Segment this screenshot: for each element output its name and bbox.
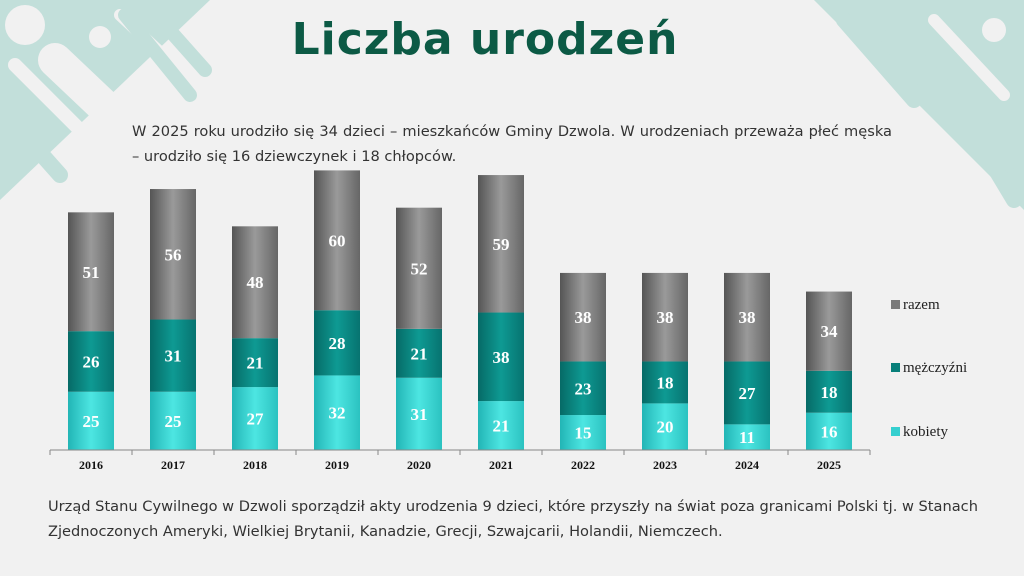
data-label: 28: [329, 334, 346, 353]
data-label: 20: [657, 418, 674, 437]
x-tick-label: 2017: [161, 458, 185, 472]
bar-mężczyźni-2019: [314, 310, 360, 376]
x-tick-label: 2018: [243, 458, 267, 472]
bar-kobiety-2021: [478, 401, 524, 450]
footer-text: Urząd Stanu Cywilnego w Dzwoli sporządzi…: [48, 498, 978, 540]
decoration-top-right: [814, 0, 1024, 210]
bar-razem-2017: [150, 189, 196, 320]
legend-swatch-razem: [891, 300, 900, 309]
bar-mężczyźni-2020: [396, 328, 442, 378]
bar-kobiety-2020: [396, 377, 442, 450]
bar-mężczyźni-2025: [806, 370, 852, 413]
data-label: 48: [247, 273, 264, 292]
data-label: 25: [83, 412, 100, 431]
bar-razem-2025: [806, 291, 852, 371]
bar-kobiety-2017: [150, 391, 196, 450]
bar-mężczyźni-2018: [232, 338, 278, 388]
data-label: 21: [411, 344, 428, 363]
data-label: 21: [493, 417, 510, 436]
x-tick-label: 2024: [735, 458, 759, 472]
bar-mężczyźni-2016: [68, 331, 114, 392]
stacked-bar-chart: 25 26 51 25 31 56 27 21 48 32 28 60 31 21 52 21 38 59 15 23…: [49, 170, 967, 472]
decoration-top-left: [0, 0, 212, 200]
legend-label: mężczyźni: [903, 360, 967, 376]
data-label: 38: [575, 308, 592, 327]
bar-razem-2016: [68, 212, 114, 332]
bar-kobiety-2016: [68, 391, 114, 450]
bar-razem-2024: [724, 272, 770, 362]
bar-kobiety-2019: [314, 375, 360, 450]
bar-kobiety-2024: [724, 424, 770, 450]
data-label: 26: [83, 352, 100, 371]
x-tick-label: 2021: [489, 458, 513, 472]
data-label: 23: [575, 379, 592, 398]
data-label: 21: [247, 354, 264, 373]
bar-mężczyźni-2021: [478, 312, 524, 402]
data-label: 51: [83, 263, 100, 282]
bar-razem-2023: [642, 272, 688, 362]
data-label: 38: [493, 348, 510, 367]
bar-mężczyźni-2024: [724, 361, 770, 425]
page-title: Liczba urodzeń: [291, 14, 679, 65]
data-label: 27: [739, 384, 757, 403]
bar-kobiety-2022: [560, 415, 606, 450]
bar-kobiety-2025: [806, 412, 852, 450]
intro-text: W 2025 roku urodziło się 34 dzieci – mie…: [132, 123, 892, 165]
bar-razem-2020: [396, 207, 442, 329]
data-label: 25: [165, 412, 182, 431]
bar-razem-2022: [560, 272, 606, 362]
x-tick-label: 2025: [817, 458, 841, 472]
x-tick-label: 2022: [571, 458, 595, 472]
data-label: 31: [165, 347, 182, 366]
data-label: 34: [821, 322, 839, 341]
data-label: 16: [821, 422, 838, 441]
data-label: 60: [329, 231, 346, 250]
bar-mężczyźni-2022: [560, 361, 606, 416]
legend-label: kobiety: [903, 424, 948, 440]
bar-kobiety-2023: [642, 403, 688, 450]
x-tick-label: 2019: [325, 458, 349, 472]
data-label: 32: [329, 404, 346, 423]
data-label: 38: [739, 308, 756, 327]
data-label: 38: [657, 308, 674, 327]
data-label: 18: [821, 383, 838, 402]
data-label: 18: [657, 373, 674, 392]
x-tick-label: 2020: [407, 458, 431, 472]
bar-razem-2018: [232, 226, 278, 339]
bar-kobiety-2018: [232, 387, 278, 450]
bar-razem-2021: [478, 175, 524, 313]
data-label: 59: [493, 235, 510, 254]
bar-mężczyźni-2017: [150, 319, 196, 392]
data-label: 27: [247, 410, 265, 429]
x-tick-label: 2016: [79, 458, 103, 472]
x-tick-label: 2023: [653, 458, 677, 472]
bar-razem-2019: [314, 170, 360, 311]
legend-swatch-mężczyźni: [891, 363, 900, 372]
data-label: 11: [739, 428, 755, 447]
data-label: 56: [165, 245, 182, 264]
data-label: 31: [411, 405, 428, 424]
legend-swatch-kobiety: [891, 427, 900, 436]
data-label: 52: [411, 259, 428, 278]
legend-label: razem: [903, 297, 940, 313]
bar-mężczyźni-2023: [642, 361, 688, 404]
data-label: 15: [575, 424, 592, 443]
